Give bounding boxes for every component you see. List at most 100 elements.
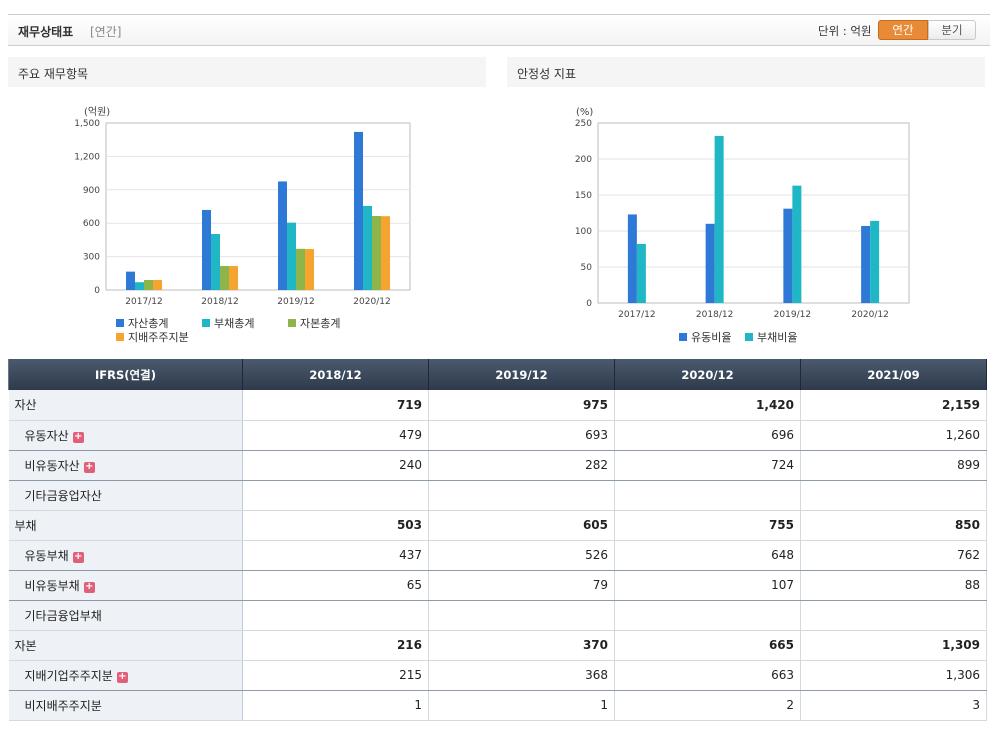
bar-부채비율	[792, 185, 802, 303]
table-cell	[242, 480, 429, 511]
section-header: 재무상태표 [연간] 단위 : 억원 연간 분기	[8, 14, 990, 46]
table-cell: 370	[428, 630, 615, 661]
y-tick-label: 300	[83, 253, 100, 263]
table-cell: 503	[242, 510, 429, 541]
unit-label: 단위 : 억원	[818, 24, 872, 38]
row-label[interactable]: 지배기업주주지분 +	[8, 660, 243, 691]
table-cell: 1,420	[614, 390, 801, 421]
row-label: 부채	[8, 510, 243, 541]
table-cell: 693	[428, 420, 615, 451]
table-cell: 88	[800, 570, 987, 601]
bar-자산총계	[126, 271, 135, 290]
quarter-toggle-button[interactable]: 분기	[928, 20, 976, 40]
expand-plus-icon[interactable]: +	[83, 580, 95, 593]
row-label-text: 유동자산	[24, 428, 69, 443]
panel-title: 안정성 지표	[517, 67, 577, 81]
legend-label: 자본총계	[300, 317, 340, 330]
bar-자본총계	[220, 265, 229, 290]
table-cell: 79	[428, 570, 615, 601]
y-axis-unit: (억원)	[84, 106, 110, 118]
legend-label: 지배주주지분	[128, 331, 189, 344]
stability-panel: 안정성 지표 250 200 150 100 50 0 (%) 2017/12 2018/12 2…	[507, 57, 985, 357]
table-cell: 240	[242, 450, 429, 481]
table-row: 기타금융업부채	[8, 600, 987, 631]
y-tick-label: 900	[83, 186, 100, 196]
bar-유동비율	[861, 225, 871, 303]
x-tick-label: 2017/12	[125, 297, 162, 307]
y-tick-label: 0	[94, 286, 100, 296]
legend-label: 부채총계	[214, 317, 254, 330]
annual-toggle-button[interactable]: 연간	[878, 20, 928, 40]
row-label[interactable]: 유동부채 +	[8, 540, 243, 571]
bar-지배주주지분	[153, 279, 162, 290]
financial-table: IFRS(연결) 2018/12 2019/12 2020/12 2021/09…	[8, 359, 987, 721]
table-row: 부채 503 605 755 850	[8, 510, 987, 541]
bar-자산총계	[202, 209, 211, 290]
table-row: 지배기업주주지분 +215 368 663 1,306	[8, 660, 987, 691]
y-tick-label: 100	[575, 227, 592, 237]
table-cell	[428, 480, 615, 511]
expand-plus-icon[interactable]: +	[72, 430, 84, 443]
table-cell	[428, 600, 615, 631]
corner-header: IFRS(연결)	[8, 359, 243, 390]
table-cell: 65	[242, 570, 429, 601]
table-cell: 762	[800, 540, 987, 571]
column-header: 2019/12	[428, 359, 615, 390]
table-cell: 1	[428, 690, 615, 721]
bar-자산총계	[278, 181, 287, 290]
x-tick-label: 2019/12	[277, 297, 314, 307]
table-cell: 899	[800, 450, 987, 481]
bar-부채총계	[135, 282, 144, 290]
expand-plus-icon[interactable]: +	[72, 550, 84, 563]
row-label-text: 자본	[14, 638, 37, 653]
y-tick-label: 150	[575, 191, 592, 201]
row-label[interactable]: 비유동부채 +	[8, 570, 243, 601]
panel-header: 주요 재무항목	[8, 57, 486, 87]
y-tick-label: 250	[575, 119, 592, 129]
row-label[interactable]: 유동자산 +	[8, 420, 243, 451]
legend-swatch	[679, 333, 687, 341]
row-label[interactable]: 비유동자산 +	[8, 450, 243, 481]
main-items-panel: 주요 재무항목 1,500 1,200 900 600 300 0 (억원) 2017/12 2…	[8, 57, 486, 357]
bar-자본총계	[372, 215, 381, 290]
legend-swatch	[116, 333, 124, 341]
table-row: 비유동자산 +240 282 724 899	[8, 450, 987, 481]
bar-유동비율	[705, 223, 715, 303]
bar-부채총계	[211, 233, 220, 290]
table-cell: 107	[614, 570, 801, 601]
x-tick-label: 2018/12	[201, 297, 238, 307]
section-subtitle: [연간]	[90, 25, 122, 39]
bar-자본총계	[144, 279, 153, 290]
table-cell: 368	[428, 660, 615, 691]
table-cell	[800, 480, 987, 511]
expand-plus-icon[interactable]: +	[83, 460, 95, 473]
bar-부채총계	[287, 222, 296, 290]
panel-header: 안정성 지표	[507, 57, 985, 87]
table-cell: 719	[242, 390, 429, 421]
table-cell: 216	[242, 630, 429, 661]
stability-chart: 250 200 150 100 50 0 (%) 2017/12 2018/12 2019/12 2…	[575, 107, 910, 344]
expand-plus-icon[interactable]: +	[116, 670, 128, 683]
table-cell: 1,309	[800, 630, 987, 661]
table-row: 기타금융업자산	[8, 480, 987, 511]
legend-swatch	[116, 319, 124, 327]
x-tick-label: 2019/12	[774, 310, 811, 320]
table-cell: 850	[800, 510, 987, 541]
row-label-text: 기타금융업자산	[24, 488, 102, 503]
bar-유동비율	[783, 208, 793, 303]
table-row: 비지배주주지분 1 1 2 3	[8, 690, 987, 721]
x-tick-label: 2017/12	[618, 310, 655, 320]
bar-부채비율	[870, 220, 880, 303]
y-axis-unit: (%)	[576, 107, 593, 118]
bar-부채총계	[363, 205, 372, 290]
legend-swatch	[288, 319, 296, 327]
table-cell	[614, 600, 801, 631]
row-label: 자본	[8, 630, 243, 661]
column-header: 2018/12	[242, 359, 429, 390]
x-tick-label: 2018/12	[696, 310, 733, 320]
table-cell: 696	[614, 420, 801, 451]
row-label: 자산	[8, 390, 243, 421]
row-label: 기타금융업자산	[8, 480, 243, 511]
table-cell: 1,306	[800, 660, 987, 691]
table-cell: 755	[614, 510, 801, 541]
